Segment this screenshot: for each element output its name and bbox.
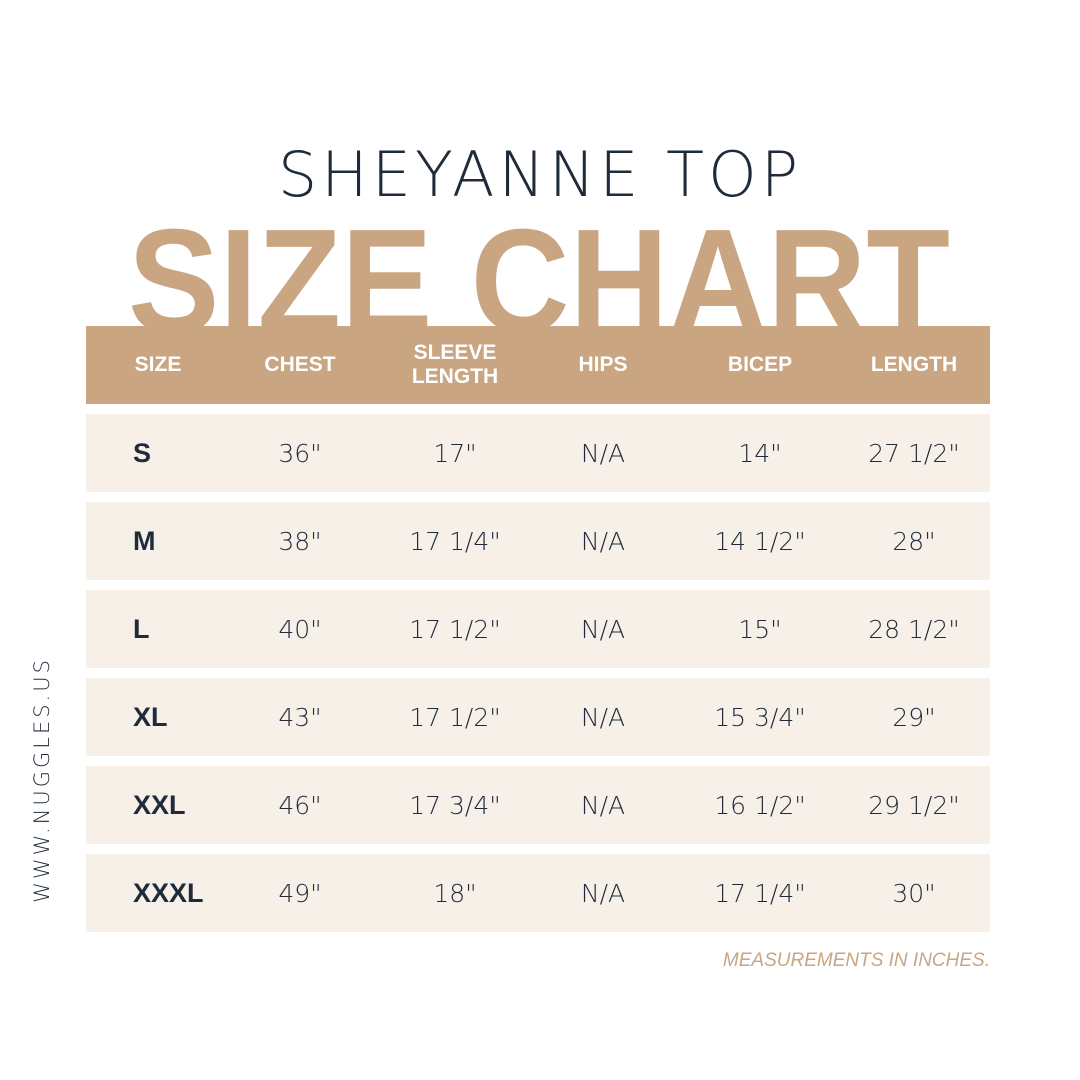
measurement-cell: 36"	[278, 438, 322, 468]
size-chart-title-text: SIZE CHART	[128, 205, 950, 326]
column-header: SIZE	[134, 353, 182, 376]
measurement-cell: 18"	[433, 878, 477, 908]
table-row: L 40" 17 1/2" N/A 15" 28 1/2"	[86, 590, 990, 668]
measurement-note: MEASUREMENTS IN INCHES.	[722, 950, 990, 971]
measurement-cell: 28 1/2"	[868, 614, 960, 644]
measurement-cell: 17 1/2"	[409, 614, 501, 644]
measurement-cell: 17 3/4"	[409, 790, 501, 820]
measurement-cell: 38"	[278, 526, 322, 556]
measurement-cell: 15"	[738, 614, 782, 644]
measurement-cell: 17"	[433, 438, 477, 468]
measurement-cell: 28"	[892, 526, 936, 556]
table-row: M 38" 17 1/4" N/A 14 1/2" 28"	[86, 502, 990, 580]
measurement-cell: 30"	[892, 878, 936, 908]
size-label: XL	[133, 701, 168, 732]
size-label: S	[133, 437, 152, 468]
size-chart-heading: SIZE CHART	[0, 205, 1080, 326]
measurement-cell: N/A	[580, 878, 626, 908]
size-label: XXL	[133, 789, 186, 820]
measurement-cell: 17 1/2"	[409, 702, 501, 732]
measurement-cell: 17 1/4"	[714, 878, 806, 908]
product-title: SHEYANNE TOP	[277, 138, 803, 211]
table-header: SIZE CHEST SLEEVE LENGTH HIPS BICEP LENGTH	[86, 326, 990, 404]
table-row: XL 43" 17 1/2" N/A 15 3/4" 29"	[86, 678, 990, 756]
measurement-cell: 40"	[278, 614, 322, 644]
table-row: XXL 46" 17 3/4" N/A 16 1/2" 29 1/2"	[86, 766, 990, 844]
measurement-cell: N/A	[580, 438, 626, 468]
measurement-cell: 15 3/4"	[714, 702, 806, 732]
size-label: M	[133, 525, 156, 556]
column-header: BICEP	[727, 353, 793, 376]
size-label: XXXL	[133, 877, 204, 908]
measurement-cell: N/A	[580, 526, 626, 556]
measurement-cell: 29"	[892, 702, 936, 732]
table-row: XXXL 49" 18" N/A 17 1/4" 30"	[86, 854, 990, 932]
measurement-cell: 14"	[738, 438, 782, 468]
column-header: LENGTH	[870, 353, 958, 376]
measurement-cell: 49"	[278, 878, 322, 908]
measurement-cell: N/A	[580, 614, 626, 644]
measurement-cell: 46"	[278, 790, 322, 820]
measurement-cell: 27 1/2"	[868, 438, 960, 468]
measurement-cell: 29 1/2"	[868, 790, 960, 820]
measurement-cell: 14 1/2"	[714, 526, 806, 556]
website-url: WWW.NUGGLES.US	[30, 657, 54, 903]
measurement-cell: N/A	[580, 790, 626, 820]
table-row: S 36" 17" N/A 14" 27 1/2"	[86, 414, 990, 492]
column-header: HIPS	[578, 353, 628, 376]
measurement-cell: 17 1/4"	[409, 526, 501, 556]
column-header: SLEEVE LENGTH	[411, 341, 499, 388]
measurement-cell: 16 1/2"	[714, 790, 806, 820]
size-label: L	[133, 613, 150, 644]
column-header: CHEST	[264, 353, 336, 376]
measurement-cell: 43"	[278, 702, 322, 732]
measurement-cell: N/A	[580, 702, 626, 732]
